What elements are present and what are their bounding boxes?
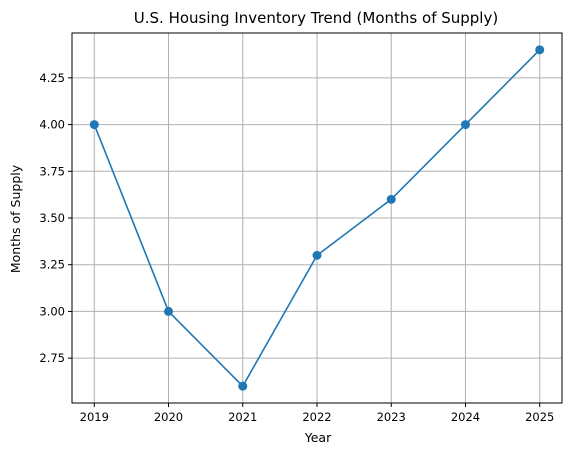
data-point — [386, 194, 396, 204]
y-axis-label: Months of Supply — [8, 164, 23, 273]
y-tick-label: 3.50 — [39, 211, 65, 225]
x-tick-label: 2025 — [525, 410, 554, 424]
y-tick-label: 3.75 — [39, 164, 65, 178]
data-point — [460, 120, 470, 130]
y-axis-ticks: 2.75 3.00 3.25 3.50 3.75 4.00 4.25 — [39, 71, 72, 365]
data-point — [238, 381, 248, 391]
data-point — [535, 45, 545, 55]
y-tick-label: 3.00 — [39, 304, 65, 318]
y-tick-label: 2.75 — [39, 351, 65, 365]
x-tick-label: 2023 — [377, 410, 406, 424]
plot-frame — [71, 32, 563, 404]
x-axis-ticks: 2019 2020 2021 2022 2023 2024 2025 — [80, 403, 554, 424]
x-tick-label: 2021 — [228, 410, 257, 424]
x-tick-label: 2022 — [302, 410, 331, 424]
data-point — [164, 306, 174, 316]
y-tick-label: 4.25 — [39, 71, 65, 85]
chart-title: U.S. Housing Inventory Trend (Months of … — [134, 9, 498, 27]
x-tick-label: 2019 — [80, 410, 109, 424]
data-point — [89, 120, 99, 130]
y-tick-label: 3.25 — [39, 258, 65, 272]
y-gridlines — [72, 77, 562, 359]
x-tick-label: 2024 — [451, 410, 480, 424]
x-tick-label: 2020 — [154, 410, 183, 424]
series-group — [89, 45, 545, 391]
x-axis-label: Year — [304, 430, 332, 445]
data-point — [312, 250, 322, 260]
y-tick-label: 4.00 — [39, 118, 65, 132]
